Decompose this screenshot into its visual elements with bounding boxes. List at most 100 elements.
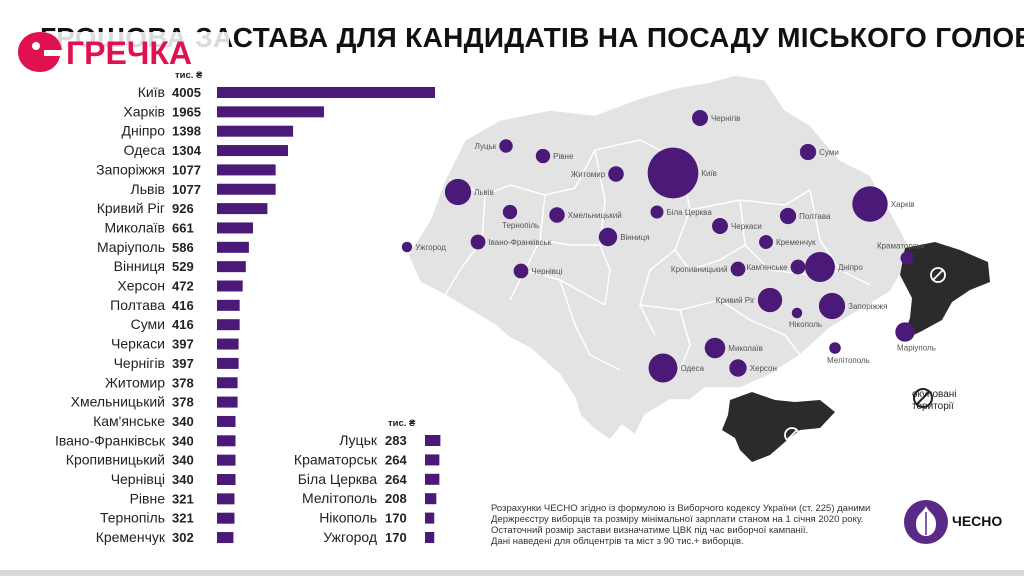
value-label: 264: [385, 472, 407, 487]
value-label: 416: [172, 298, 194, 313]
city-label: Краматорськ: [877, 242, 925, 251]
value-label: 1077: [172, 182, 201, 197]
bar: [217, 87, 435, 98]
value-label: 340: [172, 414, 194, 429]
city-label: Кременчук: [776, 238, 816, 247]
city-circle: [401, 241, 413, 253]
brand-name: ЧЕСНО: [952, 513, 1003, 529]
occupied-legend-line2: території: [912, 401, 954, 412]
city-circle: [829, 342, 841, 354]
city-circle: [513, 263, 529, 279]
category-label: Черкаси: [111, 336, 165, 352]
value-label: 416: [172, 317, 194, 332]
city-label: Суми: [819, 148, 839, 157]
city-circle: [852, 186, 888, 222]
city-label: Рівне: [553, 152, 574, 161]
bar: [217, 280, 243, 292]
city-circle: [598, 227, 618, 247]
value-label: 302: [172, 530, 194, 545]
city-label: Івано-Франківськ: [488, 238, 551, 247]
value-label: 170: [385, 511, 407, 526]
category-label: Суми: [131, 316, 165, 332]
bar: [217, 125, 294, 137]
city-label: Миколаїв: [728, 344, 763, 353]
value-label: 340: [172, 472, 194, 487]
city-circle: [549, 207, 565, 223]
occupied-symbol-1: [930, 267, 946, 283]
city-label: Житомир: [571, 170, 606, 179]
value-label: 340: [172, 453, 194, 468]
bar: [217, 203, 268, 215]
category-label: Ужгород: [323, 529, 377, 545]
city-circle: [895, 322, 915, 342]
category-label: Чернігів: [114, 355, 165, 371]
city-label: Луцьк: [475, 142, 497, 151]
occupied-legend-line1: окуповані: [912, 389, 957, 400]
value-label: 586: [172, 240, 194, 255]
city-label: Дніпро: [838, 263, 863, 272]
category-label: Харків: [123, 103, 165, 119]
city-label: Одеса: [680, 364, 704, 373]
bar: [217, 319, 240, 331]
value-label: 170: [385, 530, 407, 545]
value-label: 264: [385, 452, 407, 467]
city-label: Кривий Ріг: [716, 296, 755, 305]
category-label: Вінниця: [114, 258, 165, 274]
city-label: Київ: [701, 169, 717, 178]
category-label: Чернівці: [111, 471, 165, 487]
city-label: Херсон: [750, 364, 777, 373]
city-circle: [790, 259, 806, 275]
city-circle: [799, 143, 817, 161]
category-label: Кривий Ріг: [97, 200, 165, 216]
city-label: Хмельницький: [568, 211, 622, 220]
bar: [217, 396, 238, 408]
category-label: Рівне: [130, 490, 166, 506]
bar: [217, 338, 239, 350]
city-circle: [692, 110, 708, 126]
category-label: Кропивницький: [66, 452, 165, 468]
bar: [217, 377, 238, 389]
category-label: Запоріжжя: [96, 161, 165, 177]
category-label: Одеса: [124, 142, 166, 158]
value-label: 1965: [172, 104, 201, 119]
bar: [217, 183, 276, 195]
bar: [217, 241, 249, 253]
source-note: Розрахунки ЧЕСНО згідно із формулою із В…: [491, 503, 891, 547]
note-line-3: Остаточний розмір застави визначатиме ЦВ…: [491, 525, 809, 536]
bar: [425, 473, 440, 485]
unit-label: тис. ₴: [175, 70, 203, 81]
bar: [217, 493, 235, 505]
value-label: 1077: [172, 162, 201, 177]
bar: [217, 357, 239, 369]
city-label: Чернівці: [531, 267, 562, 276]
category-label: Київ: [138, 84, 165, 100]
bar: [425, 532, 435, 543]
city-label: Полтава: [799, 212, 831, 221]
value-label: 283: [385, 433, 407, 448]
value-label: 340: [172, 433, 194, 448]
logo-text: ГРЕЧКА: [66, 35, 192, 71]
city-circle: [704, 337, 726, 359]
occupied-crimea: [722, 392, 835, 462]
value-label: 529: [172, 259, 194, 274]
value-label: 926: [172, 201, 194, 216]
category-label: Дніпро: [122, 123, 166, 139]
bar: [217, 532, 234, 544]
city-label: Біла Церква: [666, 208, 712, 217]
city-circle: [757, 287, 783, 313]
bar: [217, 512, 235, 524]
city-label: Кам'янське: [747, 263, 789, 272]
bar: [217, 299, 240, 311]
bottom-divider: [0, 570, 1024, 576]
city-circle: [818, 292, 846, 320]
category-label: Житомир: [105, 374, 165, 390]
value-label: 397: [172, 337, 194, 352]
bar: [425, 454, 440, 466]
city-circle: [499, 139, 513, 153]
category-label: Кам'янське: [93, 413, 165, 429]
city-circle: [729, 359, 747, 377]
value-label: 378: [172, 395, 194, 410]
city-label: Мелітополь: [827, 356, 870, 365]
category-label: Краматорськ: [294, 451, 378, 467]
category-label: Львів: [131, 181, 165, 197]
